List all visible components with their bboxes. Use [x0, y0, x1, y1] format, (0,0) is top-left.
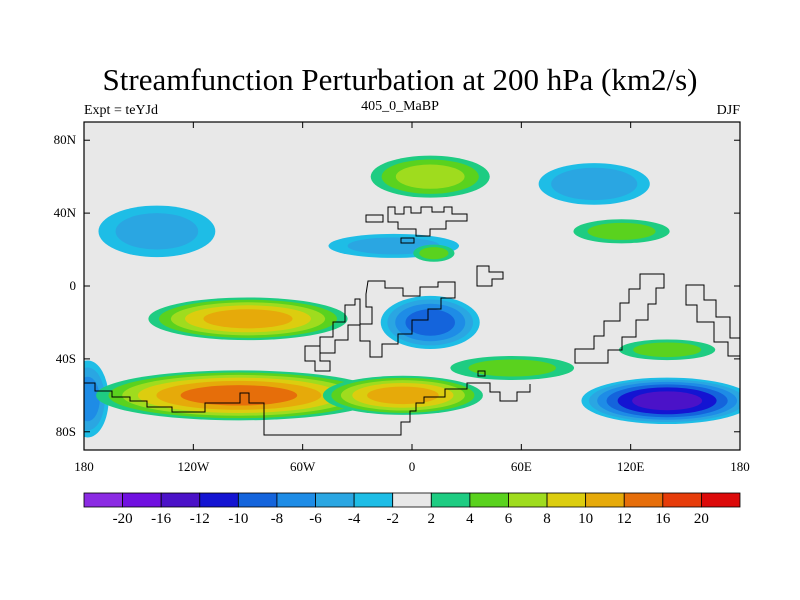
colorbar-swatch: [623, 492, 664, 508]
x-tick-label: 180: [74, 459, 94, 474]
colorbar-swatch: [430, 492, 471, 508]
coast-antarctica-west: [84, 382, 531, 436]
case-label: 405_0_MaBP: [361, 99, 439, 114]
coast-new-zealand: [685, 284, 740, 357]
coast-europe: [476, 265, 504, 287]
colorbar-swatch: [701, 492, 741, 508]
contour-pos-s-atlantic: [322, 375, 483, 415]
colorbar-label: 8: [543, 511, 551, 527]
contour-neg-s-pacific-west: [84, 360, 109, 438]
contour-neg-n-pacific: [98, 205, 216, 258]
contour-level: [395, 164, 465, 189]
contour-level: [405, 309, 455, 336]
coast-africa: [359, 280, 456, 358]
x-tick-label: 180: [730, 459, 750, 474]
x-tick-label: 0: [408, 459, 416, 474]
x-tick-label: 120W: [177, 459, 210, 474]
contour-pos-w-pacific-s: [619, 339, 716, 361]
colorbar-swatch: [546, 492, 587, 508]
colorbar-swatch: [585, 492, 625, 508]
contour-level: [587, 222, 656, 240]
colorbar-label: 2: [427, 511, 436, 527]
coast-s-america-tip: [304, 345, 331, 372]
contour-neg-asia: [538, 163, 650, 205]
contour-pos-tropical-sam: [148, 297, 348, 341]
contour-pos-n-pacific-east: [573, 219, 670, 244]
y-tick-label: 40N: [53, 205, 76, 221]
colorbar-swatch: [508, 492, 548, 508]
coast-north-america: [387, 206, 468, 237]
colorbar: [83, 492, 741, 508]
contour-level: [551, 167, 638, 201]
y-tick-label: 80S: [55, 423, 76, 439]
contour-neg-africa: [380, 295, 480, 349]
colorbar-swatch: [392, 492, 432, 508]
contour-level: [633, 342, 702, 358]
colorbar-swatch: [122, 492, 162, 508]
coast-island: [400, 237, 415, 244]
colorbar-label: -4: [347, 511, 361, 527]
contour-pos-atlantic-n: [413, 244, 455, 262]
contour-pos-arctic: [370, 155, 490, 198]
colorbar-label: -6: [309, 511, 322, 527]
colorbar-label: -16: [151, 511, 172, 527]
colorbar-swatch: [315, 492, 355, 508]
coast-australia: [574, 273, 665, 364]
chart-title: Streamfunction Perturbation at 200 hPa (…: [102, 62, 698, 97]
colorbar-label: -20: [112, 511, 133, 527]
coast-greenland: [365, 214, 384, 223]
colorbar-swatch: [199, 492, 239, 508]
colorbar-label: -10: [228, 511, 249, 527]
colorbar-swatch: [469, 492, 509, 508]
axis-ticks: [83, 122, 741, 450]
colorbar-label: -12: [189, 511, 210, 527]
colorbar-label: 6: [504, 511, 513, 527]
y-tick-label: 0: [69, 278, 77, 293]
coastline-outlines: [84, 206, 740, 436]
x-tick-label: 120E: [616, 459, 645, 474]
colorbar-swatch: [237, 492, 278, 508]
y-tick-label: 80N: [53, 132, 76, 148]
y-tick-label: 40S: [55, 350, 76, 366]
x-tick-label: 60E: [510, 459, 532, 474]
colorbar-swatch: [353, 492, 394, 508]
contour-neg-s-indian-pacific: [581, 377, 740, 425]
experiment-label: Expt = teYJd: [84, 103, 158, 118]
colorbar-swatch: [83, 492, 123, 508]
colorbar-swatch: [662, 492, 702, 508]
colorbar-swatch: [160, 492, 201, 508]
colorbar-label: 16: [655, 511, 671, 527]
contour-level: [632, 391, 703, 411]
contour-level: [115, 213, 199, 250]
colorbar-label: -8: [270, 511, 284, 527]
contour-level: [367, 386, 439, 405]
coast-madagascar: [477, 370, 486, 377]
colorbar-label: -2: [386, 511, 399, 527]
colorbar-label: 4: [466, 511, 474, 527]
colorbar-label: 12: [616, 511, 632, 527]
contour-level: [468, 359, 556, 377]
contour-level: [180, 385, 298, 406]
contour-level: [203, 309, 293, 329]
colorbar-label: 20: [693, 511, 709, 527]
contour-pos-indian-s: [450, 355, 575, 381]
contour-level: [419, 247, 449, 260]
colorbar-swatch: [276, 492, 316, 508]
contour-fills: [84, 155, 740, 438]
x-tick-label: 60W: [290, 459, 316, 474]
contour-pos-s-pacific: [96, 370, 382, 421]
season-label: DJF: [716, 103, 740, 118]
contour-level: [84, 376, 100, 422]
colorbar-label: 10: [578, 511, 594, 527]
